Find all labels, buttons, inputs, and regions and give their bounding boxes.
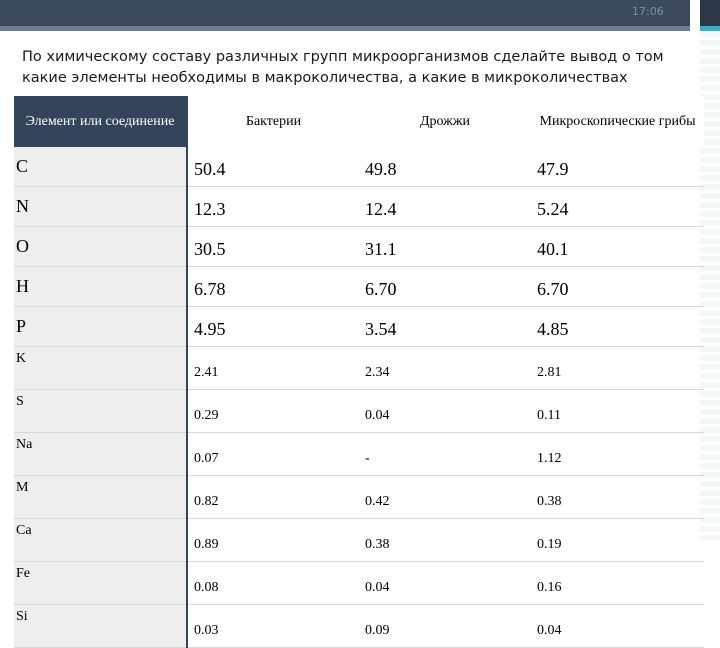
yeast-value: 6.70 [359, 266, 531, 307]
fungi-value: 40.1 [531, 226, 704, 267]
fungi-value: 0.11 [531, 389, 704, 433]
yeast-value: 0.04 [359, 561, 531, 605]
slide-title: По химическому составу различных групп м… [22, 49, 664, 86]
table-row: Si 0.03 0.09 0.04 [14, 604, 704, 648]
yeast-value: 3.54 [359, 306, 531, 347]
bacteria-value: 6.78 [187, 266, 359, 307]
element-cell: C [14, 147, 188, 187]
fungi-value: 6.70 [531, 266, 704, 307]
element-cell: Si [14, 604, 188, 648]
table-row: K 2.41 2.34 2.81 [14, 346, 704, 390]
element-cell: H [14, 266, 188, 307]
bacteria-value: 0.07 [187, 432, 359, 476]
yeast-value: 0.04 [359, 389, 531, 433]
bacteria-value: 2.41 [187, 346, 359, 390]
slide-top-accent [0, 26, 690, 31]
table-row: O 30.5 31.1 40.1 [14, 226, 704, 267]
yeast-value: - [359, 432, 531, 476]
table-row: H 6.78 6.70 6.70 [14, 266, 704, 307]
bacteria-value: 0.03 [187, 604, 359, 648]
element-cell: N [14, 186, 188, 227]
table-row: C 50.4 49.8 47.9 [14, 147, 704, 187]
element-cell: S [14, 389, 188, 433]
bacteria-value: 0.29 [187, 389, 359, 433]
table-row: P 4.95 3.54 4.85 [14, 306, 704, 347]
fungi-value: 47.9 [531, 147, 704, 187]
yeast-value: 31.1 [359, 226, 531, 267]
fungi-value: 0.19 [531, 518, 704, 562]
element-cell: M [14, 475, 188, 519]
fungi-value: 0.38 [531, 475, 704, 519]
yeast-value: 0.09 [359, 604, 531, 648]
composition-table: Элемент или соединение Бактерии Дрожжи М… [14, 96, 704, 648]
element-cell: Na [14, 432, 188, 476]
yeast-value: 0.38 [359, 518, 531, 562]
fungi-value: 5.24 [531, 186, 704, 227]
bacteria-value: 50.4 [187, 147, 359, 187]
slide-time: 17:06 [632, 5, 664, 18]
bacteria-value: 0.89 [187, 518, 359, 562]
bacteria-value: 0.82 [187, 475, 359, 519]
bacteria-value: 0.08 [187, 561, 359, 605]
table-row: S 0.29 0.04 0.11 [14, 389, 704, 433]
yeast-value: 12.4 [359, 186, 531, 227]
fungi-value: 1.12 [531, 432, 704, 476]
yeast-value: 2.34 [359, 346, 531, 390]
yeast-value: 0.42 [359, 475, 531, 519]
bacteria-value: 4.95 [187, 306, 359, 347]
table-row: N 12.3 12.4 5.24 [14, 186, 704, 227]
table-row: Fe 0.08 0.04 0.16 [14, 561, 704, 605]
element-cell: O [14, 226, 188, 267]
fungi-value: 2.81 [531, 346, 704, 390]
fungi-value: 0.04 [531, 604, 704, 648]
table-row: Ca 0.89 0.38 0.19 [14, 518, 704, 562]
header-element: Элемент или соединение [14, 96, 187, 147]
table-row: M 0.82 0.42 0.38 [14, 475, 704, 519]
table-row: Na 0.07 - 1.12 [14, 432, 704, 476]
slide-top-bar [0, 0, 690, 26]
table-header-row: Элемент или соединение Бактерии Дрожжи М… [14, 96, 704, 147]
fungi-value: 4.85 [531, 306, 704, 347]
header-yeast: Дрожжи [359, 96, 531, 147]
header-fungi: Микроскопические грибы [531, 96, 704, 147]
element-cell: K [14, 346, 188, 390]
element-cell: Fe [14, 561, 188, 605]
header-bacteria: Бактерии [186, 96, 359, 147]
bacteria-value: 30.5 [187, 226, 359, 267]
bacteria-value: 12.3 [187, 186, 359, 227]
element-cell: P [14, 306, 188, 347]
slide-right-decoration [700, 0, 720, 540]
fungi-value: 0.16 [531, 561, 704, 605]
yeast-value: 49.8 [359, 147, 531, 187]
element-cell: Ca [14, 518, 188, 562]
